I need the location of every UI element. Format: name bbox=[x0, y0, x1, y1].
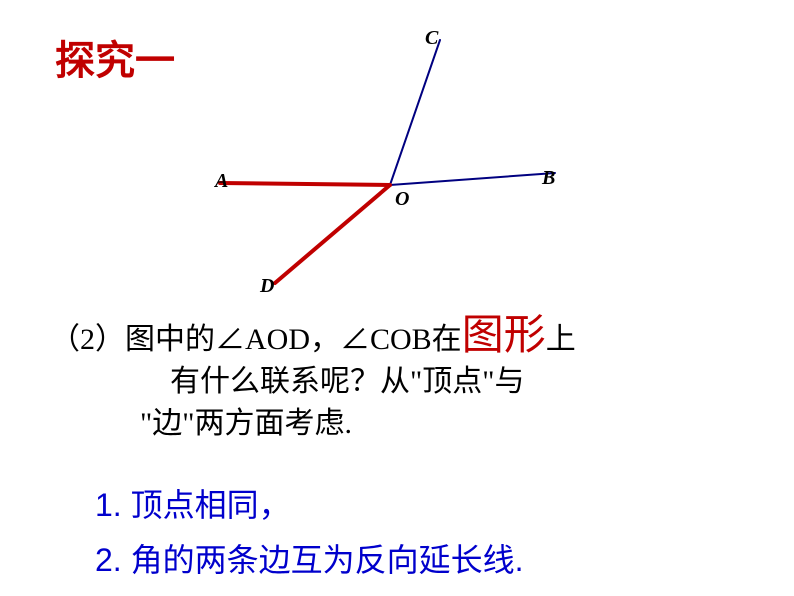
point-label-O: O bbox=[395, 188, 409, 211]
q1-highlight: 图形 bbox=[462, 313, 546, 359]
point-label-C: C bbox=[425, 27, 438, 50]
point-label-D: D bbox=[260, 275, 274, 298]
slide-title: 探究一 bbox=[55, 28, 175, 86]
question-line-1: （2）图中的∠AOD，∠COB在图形上 bbox=[50, 315, 576, 361]
q1-suffix: 上 bbox=[546, 323, 576, 356]
answer-2: 2. 角的两条边互为反向延长线. bbox=[95, 535, 523, 581]
question-block: （2）图中的∠AOD，∠COB在图形上 有什么联系呢？从"顶点"与 "边"两方面… bbox=[50, 315, 576, 445]
question-line-2: 有什么联系呢？从"顶点"与 bbox=[50, 361, 576, 403]
point-label-B: B bbox=[542, 167, 555, 190]
answer-1: 1. 顶点相同， bbox=[95, 480, 291, 526]
point-label-A: A bbox=[215, 170, 228, 193]
question-line-3: "边"两方面考虑. bbox=[50, 403, 576, 445]
q1-prefix: （2）图中的∠AOD，∠COB在 bbox=[50, 323, 462, 356]
angle-diagram bbox=[190, 25, 570, 295]
